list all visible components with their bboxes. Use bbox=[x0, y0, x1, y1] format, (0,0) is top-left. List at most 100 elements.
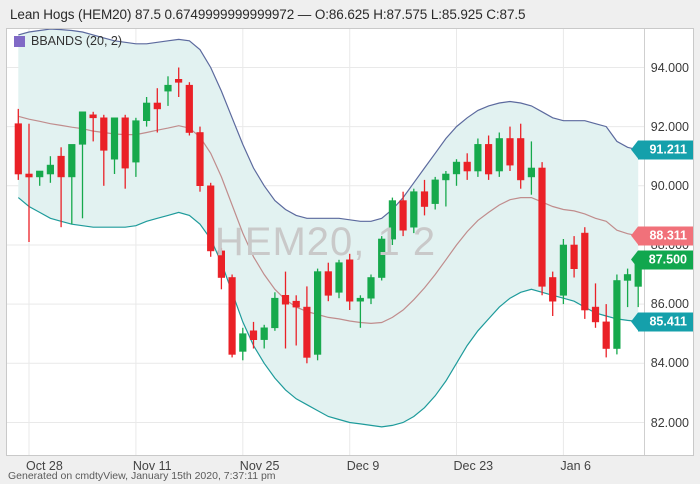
candle-body bbox=[196, 132, 204, 187]
bollinger-band-fill bbox=[18, 29, 639, 427]
candle-body bbox=[78, 111, 87, 145]
candlestick bbox=[164, 76, 172, 106]
candlestick bbox=[175, 67, 183, 97]
candle-body bbox=[110, 117, 119, 160]
candlestick bbox=[527, 141, 535, 195]
price-tick-label: 82.000 bbox=[650, 415, 689, 430]
upper-band-badge[interactable]: 91.211 bbox=[631, 140, 693, 160]
candlestick bbox=[292, 295, 300, 346]
candle-body bbox=[313, 271, 322, 355]
candle-body bbox=[292, 300, 300, 308]
candle-body bbox=[68, 144, 76, 178]
candle-body bbox=[623, 274, 632, 281]
candle-body bbox=[46, 164, 54, 175]
candlestick-plot[interactable] bbox=[7, 29, 693, 455]
candlestick bbox=[613, 274, 621, 355]
candlestick bbox=[207, 182, 215, 257]
candlestick bbox=[420, 179, 429, 216]
candlestick bbox=[313, 268, 322, 361]
candlestick bbox=[506, 126, 514, 171]
candlestick bbox=[260, 324, 268, 349]
generated-on-footer: Generated on cmdtyView, January 15th 202… bbox=[8, 470, 276, 482]
candlestick bbox=[57, 147, 65, 228]
candlestick bbox=[399, 191, 407, 237]
plot-area[interactable] bbox=[7, 29, 693, 455]
candle-body bbox=[506, 138, 514, 166]
candlestick bbox=[153, 88, 161, 133]
candlestick bbox=[271, 292, 279, 331]
candlestick bbox=[581, 227, 589, 319]
candle-body bbox=[420, 191, 429, 207]
candle-body bbox=[57, 155, 65, 178]
candlestick bbox=[495, 132, 503, 177]
price-axis[interactable]: 94.00092.00090.00088.00086.00084.00082.0… bbox=[630, 29, 693, 455]
candlestick bbox=[474, 138, 482, 177]
price-tick-label: 84.000 bbox=[650, 356, 689, 371]
candlestick bbox=[110, 117, 119, 174]
candle-body bbox=[324, 271, 332, 296]
chart-title-bar: Lean Hogs (HEM20) 87.5 0.674999999999997… bbox=[0, 0, 700, 28]
candle-body bbox=[249, 330, 258, 340]
candlestick bbox=[281, 271, 290, 349]
candlestick bbox=[623, 268, 632, 308]
candlestick bbox=[121, 114, 129, 189]
candlestick bbox=[335, 259, 343, 299]
candle-body bbox=[517, 138, 525, 181]
candlestick bbox=[367, 274, 375, 305]
candle-body bbox=[431, 179, 439, 204]
candle-body bbox=[570, 244, 578, 270]
time-tick-label: Dec 23 bbox=[453, 459, 494, 473]
candlestick bbox=[25, 123, 33, 242]
candlestick bbox=[239, 327, 247, 361]
candle-body bbox=[271, 297, 279, 329]
candle-body bbox=[442, 173, 450, 181]
candlestick bbox=[100, 114, 108, 186]
time-tick-label: Dec 9 bbox=[346, 459, 380, 473]
candle-body bbox=[143, 102, 151, 122]
candle-body bbox=[378, 238, 386, 278]
candlestick bbox=[431, 176, 439, 210]
time-tick-label: Nov 11 bbox=[132, 459, 172, 473]
candlestick bbox=[410, 188, 418, 234]
time-tick-label: Oct 28 bbox=[26, 459, 63, 473]
candlestick bbox=[89, 111, 97, 142]
candle-body bbox=[175, 78, 183, 83]
price-tick-label: 94.000 bbox=[650, 60, 689, 75]
candle-body bbox=[527, 167, 535, 178]
candlestick bbox=[46, 156, 54, 183]
candle-body bbox=[14, 123, 22, 175]
candlestick bbox=[185, 82, 193, 136]
candle-body bbox=[602, 321, 610, 349]
chart-frame[interactable]: HEM20, 1 2 BBANDS (20, 2) 94.000 92.000 90… bbox=[6, 28, 694, 456]
middle-band-badge[interactable]: 88.311 bbox=[631, 226, 693, 246]
candlestick bbox=[78, 111, 87, 219]
candle-body bbox=[281, 294, 290, 305]
lower-band-badge[interactable]: 85.411 bbox=[631, 312, 693, 331]
candle-body bbox=[559, 244, 567, 296]
quote-summary-text: Lean Hogs (HEM20) 87.5 0.674999999999997… bbox=[10, 6, 526, 22]
bollinger-lower-band-line bbox=[17, 197, 639, 428]
indicator-legend[interactable]: BBANDS (20, 2) bbox=[14, 34, 122, 48]
candle-body bbox=[463, 161, 471, 172]
candlestick bbox=[346, 253, 354, 310]
candlestick bbox=[517, 123, 525, 189]
candlestick bbox=[602, 304, 610, 358]
candle-body bbox=[207, 185, 215, 252]
candle-body bbox=[410, 191, 418, 228]
candlestick bbox=[463, 153, 471, 180]
candle-body bbox=[581, 232, 589, 311]
candle-body bbox=[132, 120, 140, 163]
time-axis[interactable]: Oct 28 Nov 11 Nov 25 Dec 9 Dec 23 Jan 6 bbox=[6, 456, 694, 478]
candlestick bbox=[538, 162, 546, 296]
candlestick bbox=[356, 295, 364, 328]
candlestick bbox=[484, 135, 493, 180]
candle-body bbox=[452, 161, 461, 175]
candlestick bbox=[36, 170, 44, 186]
candle-body bbox=[495, 138, 503, 172]
candle-body bbox=[484, 144, 493, 175]
candle-body bbox=[25, 173, 33, 178]
bbands-legend-label: BBANDS (20, 2) bbox=[31, 34, 123, 48]
candle-body bbox=[89, 114, 97, 119]
last-price-badge[interactable]: 87.500 bbox=[630, 250, 693, 270]
candlestick bbox=[570, 236, 578, 278]
